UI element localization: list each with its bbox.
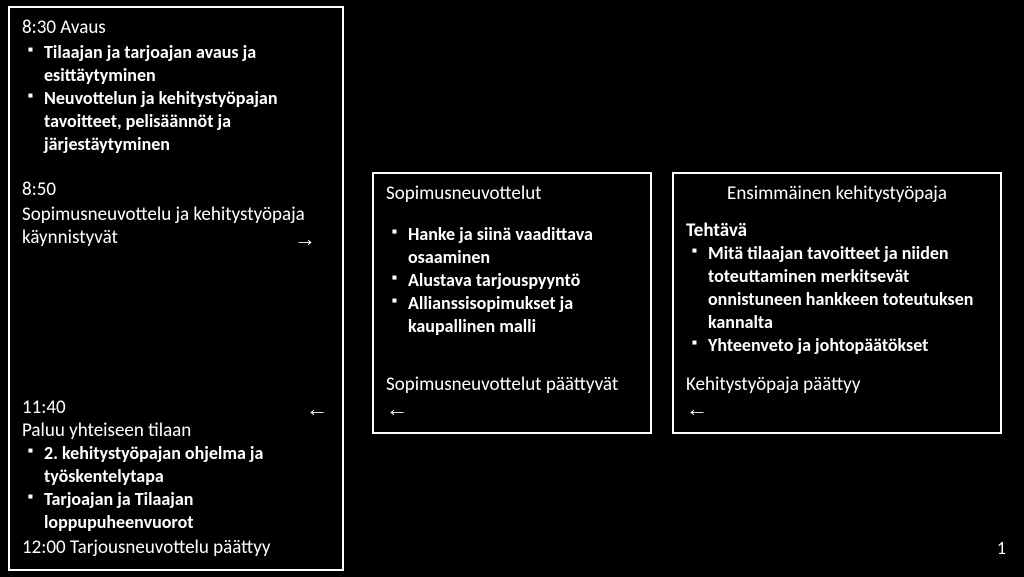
time-heading-830: 8:30 Avaus xyxy=(22,16,330,39)
list-item: 2. kehitystyöpajan ohjelma ja työskentel… xyxy=(28,442,330,488)
page-number: 1 xyxy=(997,537,1006,559)
time-label: 11:40 xyxy=(22,396,66,419)
agenda-section-2: 8:50 Sopimusneuvottelu ja kehitystyöpaja… xyxy=(22,178,330,249)
workshop-subtitle: Tehtävä xyxy=(686,219,988,242)
arrow-left-icon xyxy=(306,396,328,422)
arrow-left-icon xyxy=(386,396,638,422)
negotiations-footer: Sopimusneuvottelut päättyvät xyxy=(386,373,638,422)
return-line: Paluu yhteiseen tilaan xyxy=(22,419,330,442)
list-item: Yhteenveto ja johtopäätökset xyxy=(692,334,988,357)
list-item: Tarjoajan ja Tilaajan loppupuheenvuorot xyxy=(28,488,330,534)
list-item: Neuvottelun ja kehitystyöpajan tavoittee… xyxy=(28,87,330,156)
time-heading-1200: 12:00 Tarjousneuvottelu päättyy xyxy=(22,536,330,559)
time-heading-850: 8:50 xyxy=(22,178,330,201)
agenda-list-3: 2. kehitystyöpajan ohjelma ja työskentel… xyxy=(22,442,330,534)
negotiations-title: Sopimusneuvottelut xyxy=(386,182,638,205)
negotiations-box: Sopimusneuvottelut Hanke ja siinä vaadit… xyxy=(372,172,652,434)
negotiations-end: Sopimusneuvottelut päättyvät xyxy=(386,373,638,396)
left-agenda-box: 8:30 Avaus Tilaajan ja tarjoajan avaus j… xyxy=(8,6,344,571)
agenda-bottom: 11:40 Paluu yhteiseen tilaan 2. kehityst… xyxy=(22,396,330,561)
negotiations-list: Hanke ja siinä vaadittava osaaminen Alus… xyxy=(386,223,638,338)
workshop-end: Kehitystyöpaja päättyy xyxy=(686,373,988,396)
workshop-title: Ensimmäinen kehitystyöpaja xyxy=(686,182,988,205)
workshop-box: Ensimmäinen kehitystyöpaja Tehtävä Mitä … xyxy=(672,172,1002,434)
list-item: Alustava tarjouspyyntö xyxy=(392,269,638,292)
list-item: Hanke ja siinä vaadittava osaaminen xyxy=(392,223,638,269)
start-line: Sopimusneuvottelu ja kehitystyöpaja käyn… xyxy=(22,203,330,249)
list-item: Mitä tilaajan tavoitteet ja niiden toteu… xyxy=(692,242,988,334)
agenda-section-1: 8:30 Avaus Tilaajan ja tarjoajan avaus j… xyxy=(22,16,330,156)
time-heading-1140: 11:40 xyxy=(22,396,330,419)
workshop-list: Mitä tilaajan tavoitteet ja niiden toteu… xyxy=(686,242,988,357)
workshop-footer: Kehitystyöpaja päättyy xyxy=(686,373,988,422)
agenda-list-1: Tilaajan ja tarjoajan avaus ja esittäyty… xyxy=(22,41,330,156)
list-item: Allianssisopimukset ja kaupallinen malli xyxy=(392,292,638,338)
list-item: Tilaajan ja tarjoajan avaus ja esittäyty… xyxy=(28,41,330,87)
arrow-left-icon xyxy=(686,396,988,422)
